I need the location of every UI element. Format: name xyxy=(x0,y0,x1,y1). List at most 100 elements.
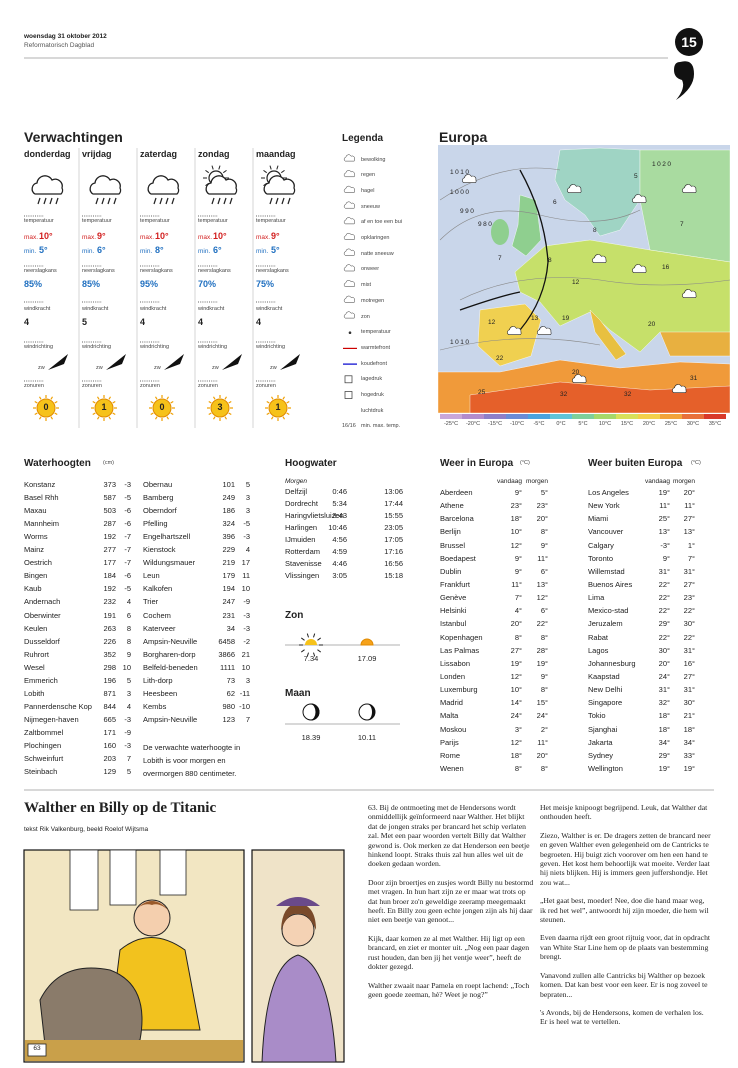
scale-label: 0°C xyxy=(556,421,566,427)
tide-time: 3:05 xyxy=(332,571,347,580)
station: Oberwinter xyxy=(24,610,61,620)
water-level: 196 xyxy=(103,675,116,685)
water-level: 373 xyxy=(103,480,116,489)
station: Zaltbommel xyxy=(24,727,64,737)
section-title: Zon xyxy=(285,610,304,621)
land xyxy=(511,194,542,257)
rule xyxy=(212,396,216,400)
temp-today: 31° xyxy=(658,566,670,576)
sunrise-time: 7.34 xyxy=(303,654,319,663)
water-change: 7 xyxy=(126,754,131,764)
map-temp: 12 xyxy=(488,319,496,326)
wind-arrow xyxy=(280,354,300,370)
city: Lima xyxy=(588,593,605,603)
water-change: -9 xyxy=(124,727,131,737)
scale-swatch xyxy=(462,414,484,419)
max-temp: 9° xyxy=(271,231,280,241)
cloud-icon xyxy=(343,154,355,162)
station: Kaub xyxy=(24,584,42,594)
legend-item: hogedruk xyxy=(361,392,384,398)
temp-tomorrow: 8° xyxy=(540,763,548,773)
city: Boedapest xyxy=(440,553,476,563)
label: neerslagkans xyxy=(82,268,115,274)
column-header: vandaag xyxy=(645,478,670,485)
rule xyxy=(275,197,279,205)
temp-today: 13° xyxy=(658,527,670,537)
station: Maxau xyxy=(24,506,47,516)
temp-today: 32° xyxy=(658,698,670,708)
rule xyxy=(96,416,100,420)
wind-force: 5 xyxy=(82,317,88,327)
city: Toronto xyxy=(588,553,614,563)
page-badge xyxy=(675,28,703,56)
tide-time: 0:46 xyxy=(332,487,347,496)
sun-hours: 1 xyxy=(275,402,281,412)
temp-today: 19° xyxy=(510,658,522,668)
scale-swatch xyxy=(704,414,726,419)
wind-arrow xyxy=(222,354,242,370)
water-level: 352 xyxy=(103,649,116,659)
day-name: vrijdag xyxy=(82,149,112,159)
legend-item: onweer xyxy=(361,266,380,273)
temp-today: 19° xyxy=(658,488,670,497)
precipitation: 95% xyxy=(140,279,159,289)
label: temperatuur xyxy=(82,218,112,224)
station: Oestrich xyxy=(24,558,52,568)
moonrise-time: 18.39 xyxy=(301,733,321,742)
port: IJmuiden xyxy=(285,535,316,544)
section-title: Verwachtingen xyxy=(24,129,123,145)
water-level: 184 xyxy=(103,571,116,581)
city: Lagos xyxy=(588,645,609,655)
rule xyxy=(211,197,215,205)
scale-swatch xyxy=(528,414,550,419)
front xyxy=(459,291,521,311)
water-change: 5 xyxy=(126,675,131,685)
city: Berlijn xyxy=(440,527,461,537)
rule xyxy=(222,169,227,174)
rule xyxy=(38,416,42,420)
city: New York xyxy=(588,501,620,511)
water-change: 21 xyxy=(241,649,250,659)
temp-today: 4° xyxy=(514,606,522,616)
water-level: 249 xyxy=(222,493,235,503)
station: Ruhrort xyxy=(24,649,50,659)
scale-swatch xyxy=(616,414,638,419)
rule xyxy=(287,197,291,205)
sun-hours: 0 xyxy=(159,402,165,412)
isobar-label: 1010 xyxy=(450,339,471,346)
rule xyxy=(269,197,273,205)
station: Andernach xyxy=(24,597,61,607)
city: Wellington xyxy=(588,763,623,773)
label: max. xyxy=(198,234,213,241)
paragraph: Walther zwaait naar Pamela en roept lach… xyxy=(368,980,530,999)
legend-item: warmtefront xyxy=(361,344,391,351)
tide-time: 4:46 xyxy=(332,559,347,568)
station: Steinbach xyxy=(24,767,58,777)
city: Malta xyxy=(440,711,459,721)
sun-badge xyxy=(152,398,172,418)
water-change: 5 xyxy=(126,767,131,777)
station: Borgharen-dorp xyxy=(143,649,196,659)
water-change: 11 xyxy=(242,571,250,581)
station: Trier xyxy=(143,597,159,607)
city: Miami xyxy=(588,514,608,524)
rule xyxy=(95,197,99,205)
section-title: Hoogwater xyxy=(285,458,337,469)
rule xyxy=(171,197,175,205)
station: Katerveer xyxy=(143,623,176,633)
rule xyxy=(300,637,305,641)
legend-symbol: 16/16 xyxy=(342,423,356,430)
min-temp: 5° xyxy=(271,245,280,255)
water-change: -5 xyxy=(124,584,131,594)
label: neerslagkans xyxy=(140,268,173,274)
label: min. xyxy=(198,248,211,255)
wind-arrow xyxy=(48,354,68,370)
cloud-icon xyxy=(343,248,355,256)
water-level: 179 xyxy=(222,571,235,581)
cloud-icon xyxy=(462,174,477,183)
label: temperatuur xyxy=(256,218,286,224)
station: Leun xyxy=(143,571,160,581)
map-temp: 8 xyxy=(593,227,597,234)
water-level: 247 xyxy=(222,597,235,607)
